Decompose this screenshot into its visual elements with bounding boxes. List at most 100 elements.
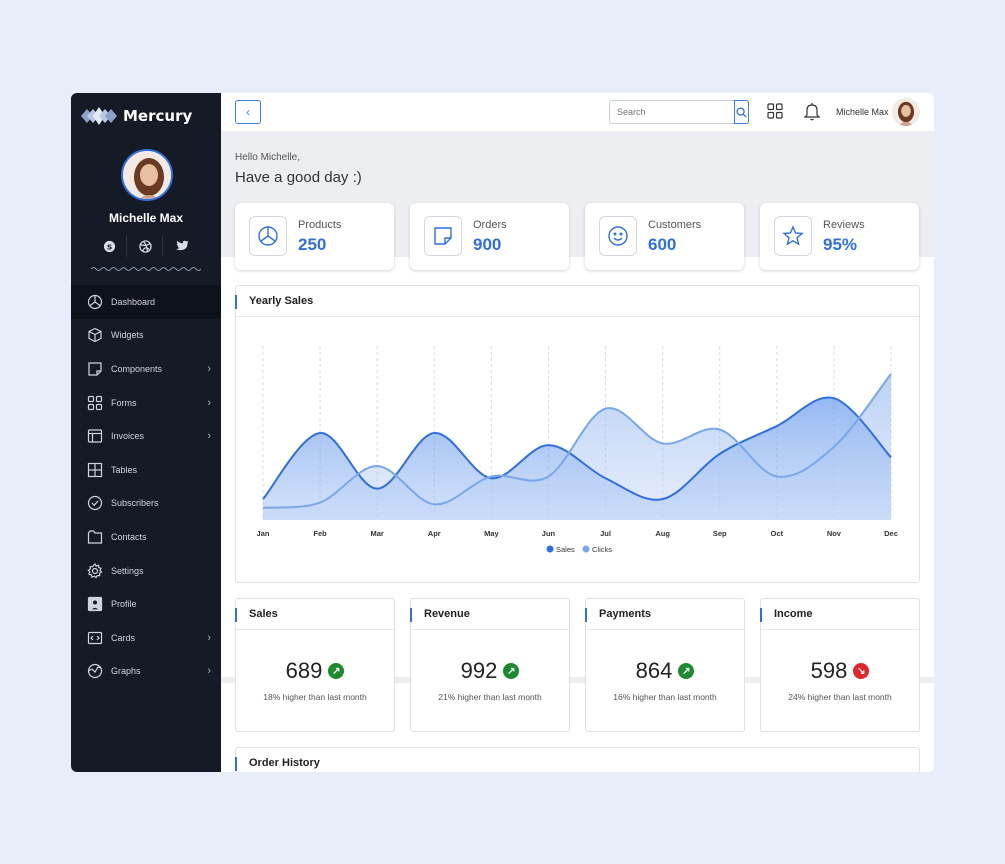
user-icon (87, 596, 103, 612)
sidebar-item-widgets[interactable]: Widgets (71, 319, 221, 353)
chevron-right-icon: › (207, 631, 211, 644)
x-tick-label: Nov (827, 529, 842, 538)
sidebar-item-forms[interactable]: Forms › (71, 386, 221, 420)
star-icon (774, 216, 812, 256)
search-button[interactable] (734, 100, 749, 124)
cube-icon (87, 327, 103, 343)
smiley-icon (599, 216, 637, 256)
stat-value: 250 (298, 235, 327, 254)
card-title: Order History (235, 748, 919, 772)
series-area-clicks (263, 373, 891, 520)
sidebar-item-dashboard[interactable]: Dashboard (71, 285, 221, 319)
trend-up-icon: ↗ (328, 663, 345, 679)
pie-chart-icon (249, 216, 287, 256)
sidebar-item-label: Tables (111, 464, 138, 475)
sidebar-nav: Dashboard Widgets Components › Forms › Invoice… (71, 285, 221, 688)
x-tick-label: May (484, 529, 499, 538)
card-title: Yearly Sales (235, 286, 919, 317)
folder-icon (87, 529, 103, 545)
collapse-sidebar-button[interactable]: ‹ (235, 100, 261, 124)
stat-card-products[interactable]: Products 250 (235, 203, 394, 270)
metric-card-sales: Sales 689 ↗ 18% higher than last month (235, 598, 395, 732)
metric-value: 992 (460, 658, 498, 683)
graph-icon (87, 663, 103, 679)
sidebar-item-label: Widgets (111, 330, 144, 341)
stat-card-reviews[interactable]: Reviews 95% (760, 203, 919, 270)
card-title: Sales (235, 599, 394, 630)
metric-subtext: 24% higher than last month (788, 692, 892, 702)
series-line-sales (262, 396, 892, 501)
stat-card-customers[interactable]: Customers 600 (585, 203, 744, 270)
sticky-note-icon (424, 216, 462, 256)
x-tick-label: Oct (771, 529, 784, 538)
sidebar-item-profile[interactable]: Profile (71, 587, 221, 621)
sidebar-user-name: Michelle Max (108, 211, 184, 225)
top-avatar[interactable] (892, 98, 920, 126)
x-tick-label: Aug (655, 529, 670, 538)
legend-marker-sales (546, 545, 554, 553)
sidebar-item-tables[interactable]: Tables (71, 453, 221, 487)
metric-value: 689 (285, 658, 323, 683)
chevron-right-icon: › (207, 362, 211, 375)
mercury-logo-icon (81, 107, 117, 125)
sidebar-item-components[interactable]: Components › (71, 352, 221, 386)
dribbble-icon[interactable] (129, 235, 163, 257)
card-title: Income (760, 599, 919, 630)
search-input[interactable] (610, 101, 734, 123)
trend-up-icon: ↗ (678, 663, 695, 679)
brand[interactable]: Mercury (81, 103, 192, 129)
sidebar-item-label: Graphs (111, 666, 141, 677)
x-tick-label: Sep (713, 529, 727, 538)
trend-down-icon: ↘ (853, 663, 870, 679)
x-tick-label: Mar (371, 529, 384, 538)
trend-up-icon: ↗ (503, 663, 520, 679)
greeting-small: Hello Michelle, (235, 152, 301, 163)
layout-icon (87, 428, 103, 444)
x-tick-label: Apr (428, 529, 441, 538)
stat-label: Orders (473, 219, 507, 231)
sidebar-item-cards[interactable]: Cards › (71, 621, 221, 655)
stat-value: 900 (473, 235, 502, 254)
metric-value: 864 (635, 658, 673, 683)
sidebar-item-invoices[interactable]: Invoices › (71, 419, 221, 453)
chevron-left-icon: ‹ (246, 105, 250, 119)
sidebar-avatar[interactable] (121, 149, 173, 201)
search-icon (736, 106, 747, 118)
sidebar-item-subscribers[interactable]: Subscribers (71, 487, 221, 521)
sidebar-item-label: Components (111, 363, 163, 374)
chevron-right-icon: › (207, 665, 211, 678)
metric-card-income: Income 598 ↘ 24% higher than last month (760, 598, 920, 732)
card-title: Payments (585, 599, 744, 630)
x-tick-label: Jul (600, 529, 611, 538)
stat-value: 95% (823, 235, 858, 254)
sidebar-item-label: Subscribers (111, 498, 159, 509)
stat-label: Products (298, 219, 342, 231)
sidebar-item-settings[interactable]: Settings (71, 554, 221, 588)
skype-icon[interactable]: S (93, 235, 127, 257)
sidebar-item-label: Contacts (111, 531, 147, 542)
twitter-icon[interactable] (165, 235, 199, 257)
chevron-right-icon: › (207, 396, 211, 409)
metric-value: 598 (810, 658, 848, 683)
yearly-sales-card: Yearly Sales Jan Feb Mar Apr May Jun Jul Aug Sep… (235, 285, 920, 583)
stat-label: Reviews (823, 219, 865, 231)
stat-card-orders[interactable]: Orders 900 (410, 203, 569, 270)
bell-icon[interactable] (804, 102, 820, 121)
sidebar-item-contacts[interactable]: Contacts (71, 520, 221, 554)
top-user-name[interactable]: Michelle Max (836, 107, 889, 117)
top-bar: ‹ Michelle Max (221, 93, 934, 131)
x-tick-label: Dec (884, 529, 898, 538)
apps-grid-icon[interactable] (767, 103, 783, 119)
svg-text:S: S (107, 242, 112, 251)
table-icon (87, 462, 103, 478)
sidebar-item-label: Cards (111, 632, 136, 643)
x-tick-label: Feb (313, 529, 327, 538)
sidebar-item-graphs[interactable]: Graphs › (71, 655, 221, 689)
yearly-sales-chart: Jan Feb Mar Apr May Jun Jul Aug Sep Oct Nov Dec Sale… (257, 346, 898, 554)
search-box (609, 100, 749, 124)
legend-label-clicks: Clicks (592, 545, 612, 554)
stat-label: Customers (648, 219, 702, 231)
pie-chart-icon (87, 294, 103, 310)
metric-subtext: 21% higher than last month (438, 692, 542, 702)
sidebar-item-label: Settings (111, 565, 144, 576)
